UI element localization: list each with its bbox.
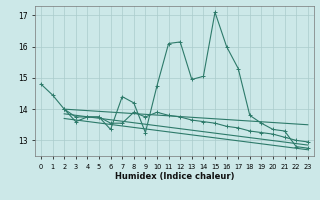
X-axis label: Humidex (Indice chaleur): Humidex (Indice chaleur)	[115, 172, 234, 181]
